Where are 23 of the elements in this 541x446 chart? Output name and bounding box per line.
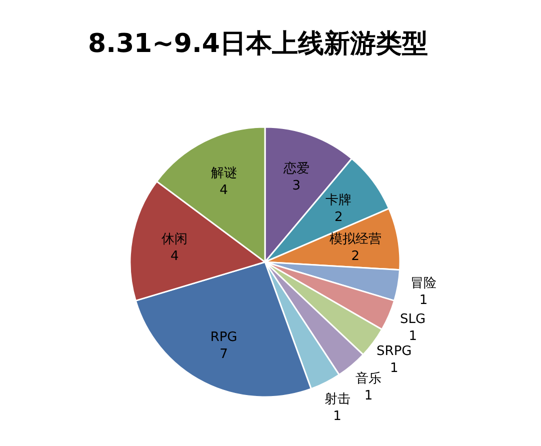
slice-label: SLG	[400, 312, 426, 327]
data-label: 3	[292, 178, 301, 194]
slice-label: SRPG	[376, 344, 412, 360]
chart-title: 8.31~9.4日本上线新游类型	[88, 29, 428, 59]
data-label: 4	[220, 182, 228, 198]
slice-label: 冒险	[410, 276, 437, 291]
slice-label: 恋爱	[282, 160, 310, 177]
slice-label: 卡牌	[326, 193, 352, 208]
data-label: 2	[351, 249, 360, 264]
data-label: 1	[390, 361, 398, 376]
data-label: 1	[408, 328, 417, 344]
slice-label: 模拟经营	[329, 232, 382, 248]
data-label: 2	[334, 210, 343, 226]
data-label: 1	[333, 408, 342, 424]
slice-label: 音乐	[355, 371, 382, 386]
data-label: 4	[170, 249, 179, 264]
data-label: 7	[220, 347, 228, 362]
slice-label: 解谜	[210, 166, 237, 181]
slice-label: 休闲	[162, 232, 188, 248]
slice-label: RPG	[210, 330, 238, 346]
data-label: 1	[364, 388, 373, 404]
slice-label: 射击	[324, 392, 350, 407]
data-label: 1	[419, 292, 428, 308]
